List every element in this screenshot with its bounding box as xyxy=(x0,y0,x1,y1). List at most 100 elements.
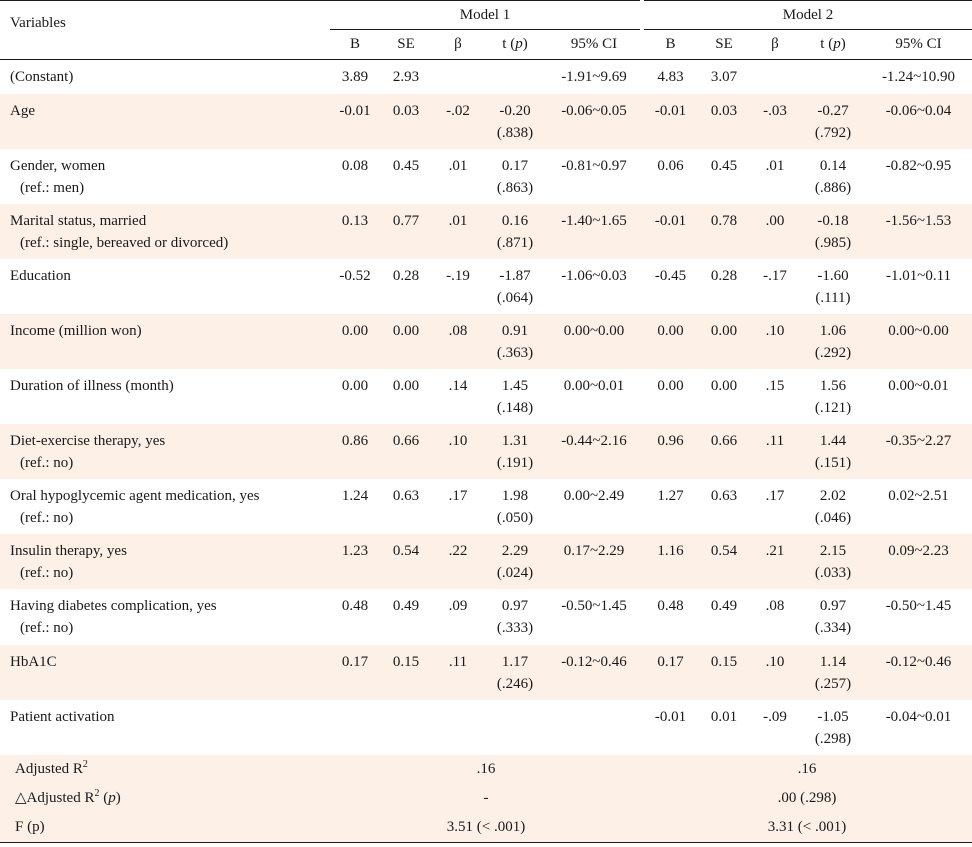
m1-t-cell: 1.31 (.191) xyxy=(484,424,546,479)
m1-t-value: 0.17 xyxy=(501,158,529,174)
m1-t-value: 1.98 xyxy=(501,488,529,504)
m2-ci-cell: 0.09~2.23 xyxy=(865,534,972,589)
m1-beta-cell: .17 xyxy=(448,488,468,504)
m2-b-cell: 0.00 xyxy=(642,314,699,369)
m1-beta-cell: .01 xyxy=(448,158,468,174)
m2-beta-cell: .17 xyxy=(765,488,785,504)
m1-p-value: (.064) xyxy=(496,290,534,306)
m2-beta-cell: .10 xyxy=(749,645,801,700)
m2-se-cell: 0.49 xyxy=(710,598,738,614)
m1-se-cell: 0.54 xyxy=(380,534,432,589)
m2-col-se: SE xyxy=(699,29,749,60)
m2-ci-cell: -0.06~0.04 xyxy=(865,94,972,149)
row-label: Diet-exercise therapy, yes (ref.: no) xyxy=(0,424,330,479)
m2-p-value: (.985) xyxy=(814,235,852,251)
m1-se-cell: 0.28 xyxy=(392,268,420,284)
m2-beta-cell: .01 xyxy=(765,158,785,174)
m1-ci-cell: -0.81~0.97 xyxy=(561,158,627,174)
m1-beta-cell xyxy=(432,60,484,95)
m2-t-value: 1.44 xyxy=(819,433,847,449)
m1-se-cell: 0.00 xyxy=(380,314,432,369)
row-label: (Constant) xyxy=(0,60,330,95)
m1-ci-cell: -1.40~1.65 xyxy=(546,204,642,259)
m2-t-value: 0.14 xyxy=(819,158,847,174)
delta-r2-text: △Adjusted R xyxy=(15,790,95,806)
row-label: HbA1C xyxy=(0,645,330,700)
m2-t-cell xyxy=(801,60,865,95)
m2-se-cell: 0.66 xyxy=(699,424,749,479)
m1-b-cell: 0.17 xyxy=(330,645,380,700)
m2-ci-cell: -1.24~10.90 xyxy=(881,69,956,85)
m1-t-cell: 0.17 (.863) xyxy=(484,149,546,204)
m2-t-value: 0.97 xyxy=(819,598,847,614)
m2-col-beta: β xyxy=(749,29,801,60)
m1-b-cell: 3.89 xyxy=(341,69,369,85)
m1-p-value: (.050) xyxy=(496,510,534,526)
adjusted-r2-m2: .16 xyxy=(642,755,972,784)
m1-t-value: -0.20 xyxy=(499,103,531,119)
row-label: Duration of illness (month) xyxy=(0,369,330,424)
m2-se-cell: 0.15 xyxy=(699,645,749,700)
m2-ci-cell: -0.82~0.95 xyxy=(885,158,952,174)
row-label: Education xyxy=(0,259,330,314)
table-row: Duration of illness (month) 0.00 0.00 .14 1.… xyxy=(0,369,972,424)
m2-b-cell: 0.06 xyxy=(657,158,684,174)
variable-name: Gender, women xyxy=(10,158,106,174)
m1-se-cell: 0.45 xyxy=(392,158,420,174)
m1-ci-cell: -0.06~0.05 xyxy=(546,94,642,149)
m1-p-value: (.148) xyxy=(496,400,534,416)
m1-b-cell: 1.24 xyxy=(341,488,369,504)
m2-p-value: (.334) xyxy=(814,620,852,636)
m2-se-cell: 3.07 xyxy=(710,69,738,85)
table-row: Age -0.01 0.03 -.02 -0.20 (.838) -0.06~0.05 -0.… xyxy=(0,94,972,149)
row-label: Having diabetes complication, yes (ref.: … xyxy=(0,589,330,645)
delta-r2-row: △Adjusted R2 (p) - .00 (.298) xyxy=(0,784,972,813)
m1-beta-cell: .01 xyxy=(432,204,484,259)
m2-b-cell: -0.45 xyxy=(654,268,687,284)
m1-beta-cell: -.19 xyxy=(446,268,470,284)
m1-t-cell: 1.98 (.050) xyxy=(484,479,546,534)
m1-ci-cell xyxy=(546,700,642,755)
m2-t-cell: 2.02 (.046) xyxy=(801,479,865,534)
m1-col-beta: β xyxy=(432,29,484,60)
table-row: Education -0.52 0.28 -.19 -1.87 (.064) -1.06~0… xyxy=(0,259,972,314)
f-row: F (p) 3.51 (< .001) 3.31 (< .001) xyxy=(0,813,972,843)
m2-t-value: 1.56 xyxy=(819,378,847,394)
row-label: Patient activation xyxy=(0,700,330,755)
m1-t-value: 1.31 xyxy=(501,433,529,449)
m2-ci-cell: -0.12~0.46 xyxy=(865,645,972,700)
m1-beta-cell: .14 xyxy=(448,378,468,394)
m1-p-value: (.191) xyxy=(496,455,534,471)
m1-b-cell: -0.01 xyxy=(330,94,380,149)
m2-ci-cell: -0.35~2.27 xyxy=(865,424,972,479)
m1-se-cell: 2.93 xyxy=(392,69,420,85)
m1-t-cell: 0.16 (.871) xyxy=(484,204,546,259)
m2-se-cell: 0.54 xyxy=(699,534,749,589)
variable-name: Income (million won) xyxy=(10,323,142,339)
row-label: Insulin therapy, yes (ref.: no) xyxy=(0,534,330,589)
delta-r2-sup: 2 xyxy=(94,788,100,799)
m2-p-value: (.257) xyxy=(814,676,852,692)
m1-t-value: 0.97 xyxy=(501,598,529,614)
m2-t-cell: 1.44 (.151) xyxy=(801,424,865,479)
delta-r2-m1: - xyxy=(330,784,642,813)
m1-col-t-label: t xyxy=(502,36,507,52)
m1-b-cell: 0.86 xyxy=(330,424,380,479)
row-label: Oral hypoglycemic agent medication, yes (… xyxy=(0,479,330,534)
m1-t-cell: -0.20 (.838) xyxy=(484,94,546,149)
variable-name: Duration of illness (month) xyxy=(10,378,174,394)
m1-ci-cell: -0.44~2.16 xyxy=(546,424,642,479)
m1-col-t: t (p) xyxy=(484,29,546,60)
m1-ci-cell: 0.17~2.29 xyxy=(546,534,642,589)
m2-beta-cell: .15 xyxy=(765,378,785,394)
m2-p-value: (.298) xyxy=(814,731,852,747)
model2-header: Model 2 xyxy=(640,0,972,30)
m2-p-value: (.292) xyxy=(814,345,852,361)
m1-col-b: B xyxy=(330,29,380,60)
m2-ci-cell: 0.00~0.00 xyxy=(865,314,972,369)
delta-r2-p: p xyxy=(108,790,116,806)
variable-name: Having diabetes complication, yes xyxy=(10,598,217,614)
m2-col-ci: 95% CI xyxy=(865,29,972,60)
m1-t-cell: 0.97 (.333) xyxy=(484,589,546,645)
m1-b-cell: 0.08 xyxy=(341,158,369,174)
